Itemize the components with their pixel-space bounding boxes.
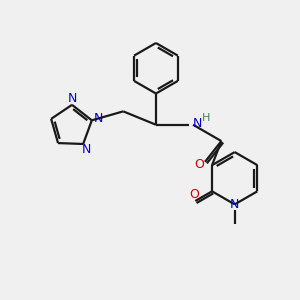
Text: N: N xyxy=(93,112,103,125)
Text: O: O xyxy=(189,188,199,201)
Text: H: H xyxy=(202,113,210,123)
Text: N: N xyxy=(68,92,77,105)
Text: N: N xyxy=(192,117,202,130)
Text: O: O xyxy=(195,158,205,171)
Text: N: N xyxy=(82,143,92,156)
Text: N: N xyxy=(230,198,239,211)
